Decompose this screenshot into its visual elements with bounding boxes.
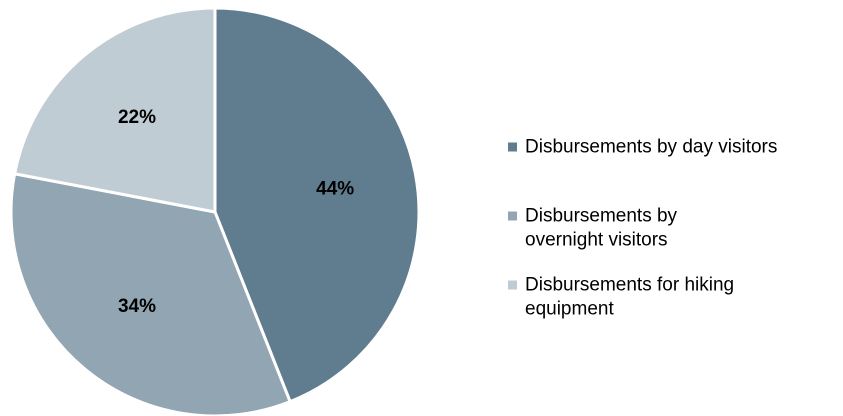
legend-label-0: Disbursements by day visitors [525,137,777,158]
legend: Disbursements by day visitors Disbursemen… [508,137,777,320]
pie-slice-labels: 44% 34% 22% [118,107,354,317]
legend-label-2: Disbursements for hiking equipment [525,275,734,320]
slice-label-0: 44% [316,179,354,200]
pie-slice-1 [9,172,292,416]
legend-label-1: Disbursements by overnight visitors [525,206,678,251]
slice-label-2: 22% [118,107,156,128]
legend-item-1: Disbursements by overnight visitors [508,206,678,251]
legend-item-2: Disbursements for hiking equipment [508,275,734,320]
slice-label-1: 34% [118,296,156,317]
legend-marker-1 [508,211,517,221]
legend-item-0: Disbursements by day visitors [508,137,777,158]
pie-slice-2 [13,6,217,214]
pie-slices [9,6,421,416]
legend-marker-0 [508,142,517,152]
pie-slice-0 [213,6,421,404]
legend-marker-2 [508,280,517,290]
